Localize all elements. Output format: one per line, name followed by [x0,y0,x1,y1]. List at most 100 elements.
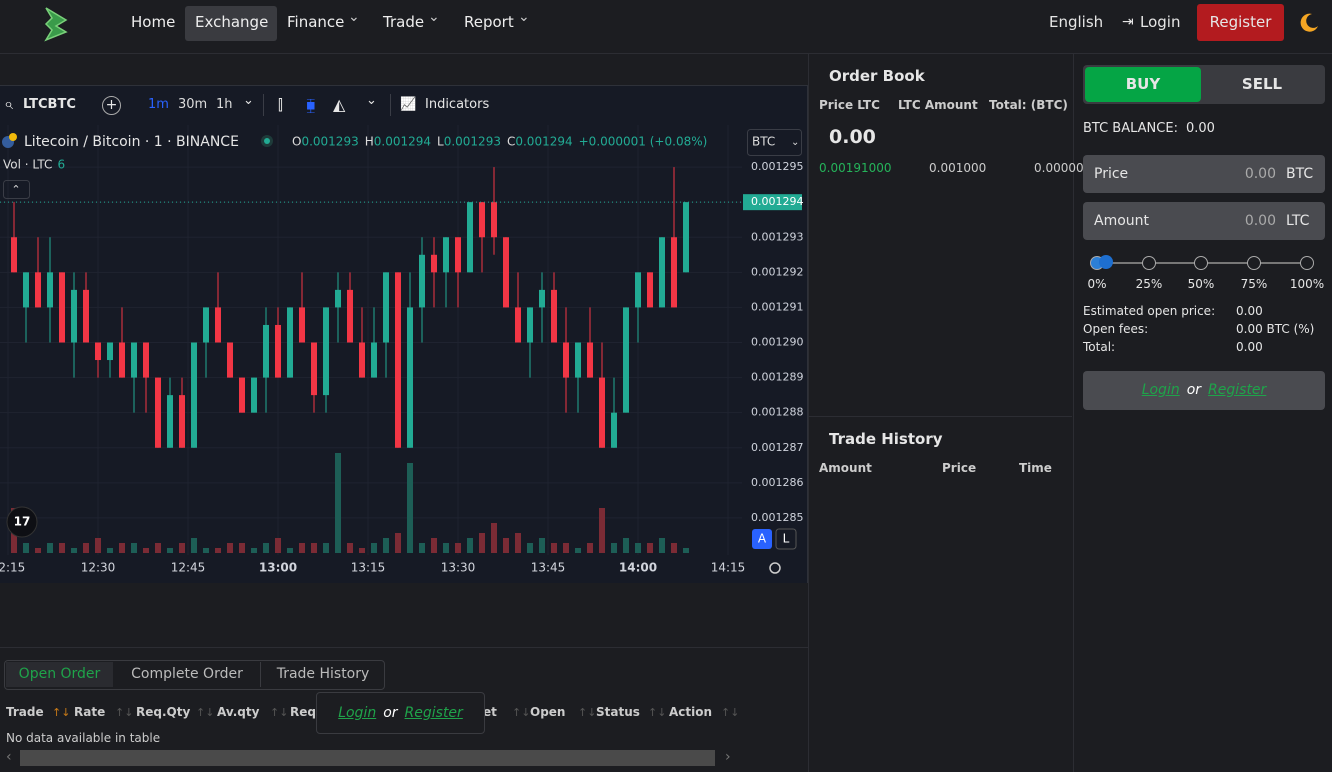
symbol-search[interactable]: LTCBTC [23,97,76,112]
candle-body [503,237,509,308]
candle-body [155,377,161,448]
order-tab[interactable]: Open Order [6,662,113,687]
volume-bar [203,548,209,553]
candle-body [11,237,17,273]
register-button[interactable]: Register [1197,4,1284,41]
candle-body [335,289,341,308]
chart-title: Litecoin / Bitcoin · 1 · BINANCE [24,134,239,150]
slider-stop[interactable] [1142,256,1156,270]
volume-bar [635,543,641,553]
bar-style-icon[interactable]: ⫿ [278,96,283,114]
x-tick-label: 12:45 [171,561,206,575]
candle-body [443,237,449,273]
candle-body [35,272,41,308]
column-header[interactable]: Req.Qty [136,705,191,719]
volume-bar [323,543,329,553]
sort-icon: ↑↓ [648,706,667,719]
order-book-panel [808,54,1074,772]
column-header[interactable]: Status [596,705,640,719]
indicators-button[interactable]: Indicators [425,97,490,112]
register-link[interactable]: Register [1208,382,1267,398]
column-header[interactable]: Trade [6,705,44,719]
register-link[interactable]: Register [404,705,463,721]
login-link[interactable]: Login [1140,13,1181,31]
input-field[interactable] [1083,155,1325,193]
x-tick-label: 12:15 [0,561,25,575]
candle-body [383,272,389,343]
add-symbol[interactable]: + [102,96,121,115]
column-header[interactable]: Action [669,705,713,719]
candle-body [539,289,545,308]
column-header[interactable]: Rate [74,705,106,719]
y-tick-label: 0.001292 [751,265,804,278]
candle-body [647,272,653,308]
order-tab[interactable]: Trade History [260,662,385,687]
slider-label: 50% [1187,277,1215,291]
slider-label: 25% [1135,277,1163,291]
x-tick-label: 13:00 [259,561,297,575]
candle-body [95,342,101,361]
column-header[interactable]: Open [530,705,566,719]
sort-icon: ↑↓ [52,706,71,719]
language-selector[interactable]: English [1049,13,1104,31]
candle-body [191,342,197,448]
nav-link[interactable]: Home [131,13,176,31]
area-style-icon[interactable]: ◭ [333,95,346,114]
nav-link[interactable]: Finance [287,13,345,31]
candle-body [107,342,113,361]
interval-button[interactable]: 30m [178,97,208,112]
order-tab[interactable]: Complete Order [131,666,243,682]
column-header[interactable]: Av.qty [217,705,260,719]
candle-body [575,342,581,378]
slider-handle[interactable] [1099,255,1113,269]
volume-bar [503,538,509,553]
sort-icon: ↑↓ [196,706,215,719]
trade-history-header: Time [1019,461,1052,475]
candle-style-icon[interactable]: ⧯ [306,96,316,114]
column-header[interactable]: et [483,705,497,719]
column-header[interactable]: Req. [290,705,321,719]
candle-body [635,272,641,308]
x-tick-label: 14:15 [711,561,746,575]
volume-bar [623,538,629,553]
volume-bar [155,543,161,553]
interval-dropdown[interactable]: ⌄ [243,93,254,108]
order-book-title: Order Book [829,67,925,85]
side-tab[interactable]: BUY [1085,67,1201,102]
candle-body [407,307,413,448]
volume-bar [371,543,377,553]
nav-link[interactable]: Trade [383,13,425,31]
price-chart: 0.001285 0.001286 0.001287 0.001288 0.001289… [0,125,808,583]
candle-body [275,324,281,378]
login-link[interactable]: Login [1141,382,1180,398]
volume-bar [359,548,365,553]
x-tick-label: 14:00 [619,561,657,575]
input-field[interactable] [1083,202,1325,240]
candle-body [467,202,473,273]
style-dropdown[interactable]: ⌄ [366,93,377,108]
nav-link[interactable]: Exchange [195,13,269,31]
candle-body [527,307,533,343]
candle-body [659,237,665,308]
volume-bar [515,533,521,553]
candle-body [227,342,233,378]
sort-icon: ↑↓ [721,706,740,719]
volume-bar [83,543,89,553]
slider-stop[interactable] [1300,256,1314,270]
slider-stop[interactable] [1247,256,1261,270]
slider-stop[interactable] [1194,256,1208,270]
interval-button[interactable]: 1m [148,97,169,112]
volume-bar [275,538,281,553]
y-tick-label: 0.001288 [751,406,804,419]
volume-bar [527,543,533,553]
volume-bar [335,453,341,553]
side-tab[interactable]: SELL [1241,75,1283,93]
login-link[interactable]: Login [338,705,377,721]
candle-body [395,272,401,448]
scrollbar-thumb [20,750,715,766]
scrollbar-right: › [725,749,731,765]
interval-button[interactable]: 1h [216,97,233,112]
nav-link[interactable]: Report [464,13,514,31]
candle-body [683,202,689,273]
